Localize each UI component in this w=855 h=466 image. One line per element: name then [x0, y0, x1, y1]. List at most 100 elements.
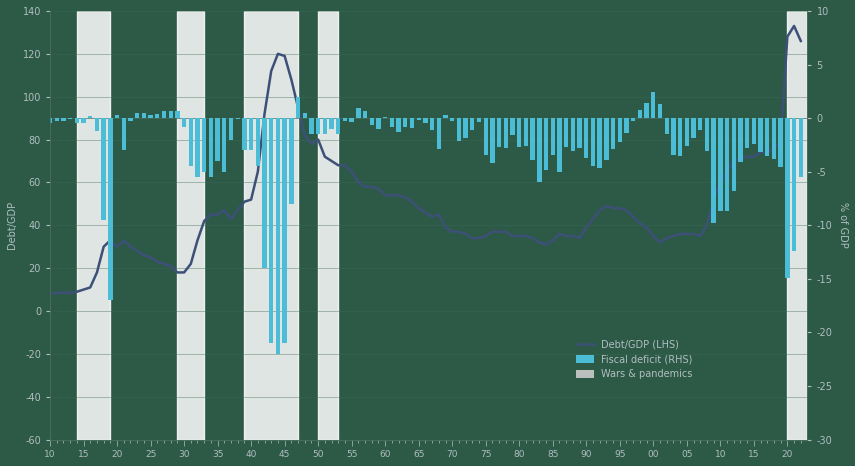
Bar — [544, 118, 548, 170]
Bar — [343, 118, 347, 121]
Bar — [242, 118, 246, 150]
Bar — [269, 118, 274, 343]
Bar — [725, 118, 729, 212]
Bar — [403, 118, 408, 127]
Bar — [195, 118, 200, 177]
Bar — [81, 118, 86, 123]
Bar — [477, 118, 481, 123]
Bar — [209, 118, 213, 177]
Bar — [444, 115, 448, 118]
Bar — [316, 118, 321, 134]
Bar — [175, 110, 180, 118]
Bar — [678, 118, 682, 156]
Bar — [785, 118, 789, 278]
Bar — [779, 118, 783, 167]
Bar — [350, 118, 354, 123]
Bar — [685, 118, 689, 146]
Bar — [517, 118, 522, 147]
Bar — [262, 118, 267, 268]
Bar — [497, 118, 501, 147]
Bar — [215, 118, 220, 161]
Bar — [74, 118, 79, 123]
Bar — [296, 96, 300, 118]
Bar — [577, 118, 581, 148]
Bar — [95, 118, 99, 131]
Bar — [718, 118, 722, 212]
Bar — [551, 118, 555, 155]
Bar — [645, 103, 649, 118]
Bar — [303, 113, 307, 118]
Bar — [463, 118, 468, 138]
Bar — [584, 118, 588, 158]
Bar — [282, 118, 286, 343]
Bar — [155, 114, 159, 118]
Bar — [664, 118, 669, 134]
Bar — [598, 118, 602, 169]
Bar — [289, 118, 293, 204]
Bar — [530, 118, 535, 160]
Bar — [711, 118, 716, 223]
Bar — [638, 110, 642, 118]
Bar — [397, 118, 401, 132]
Bar — [557, 118, 562, 171]
Bar — [657, 104, 662, 118]
Bar — [604, 118, 609, 160]
Bar — [222, 118, 227, 171]
Bar — [490, 118, 494, 163]
Bar — [177, 11, 204, 439]
Bar — [369, 118, 374, 124]
Bar — [484, 118, 488, 155]
Bar — [88, 116, 92, 118]
Bar — [611, 118, 616, 149]
Bar — [162, 110, 166, 118]
Bar — [256, 118, 260, 166]
Bar — [745, 118, 749, 148]
Bar — [457, 118, 461, 141]
Bar — [77, 11, 110, 439]
Bar — [758, 118, 763, 152]
Bar — [450, 118, 454, 121]
Bar — [624, 118, 628, 133]
Bar — [524, 118, 528, 146]
Bar — [55, 118, 59, 121]
Bar — [363, 110, 368, 118]
Bar — [423, 118, 428, 123]
Bar — [115, 115, 119, 118]
Bar — [142, 113, 146, 118]
Bar — [48, 118, 52, 123]
Bar — [383, 117, 387, 118]
Bar — [62, 118, 66, 121]
Bar — [692, 118, 696, 138]
Y-axis label: Debt/GDP: Debt/GDP — [7, 201, 17, 249]
Bar — [537, 118, 541, 182]
Bar — [357, 109, 361, 118]
Legend: Debt/GDP (LHS), Fiscal deficit (RHS), Wars & pandemics: Debt/GDP (LHS), Fiscal deficit (RHS), Wa… — [572, 336, 697, 384]
Bar — [202, 118, 206, 171]
Bar — [310, 118, 314, 134]
Bar — [149, 115, 153, 118]
Bar — [738, 118, 743, 162]
Bar — [430, 118, 434, 130]
Bar — [510, 118, 515, 135]
Bar — [109, 118, 113, 300]
Bar — [182, 118, 186, 127]
Bar — [437, 118, 441, 149]
Bar — [390, 118, 394, 127]
Bar — [470, 118, 475, 130]
Bar — [752, 118, 756, 144]
Bar — [705, 118, 709, 151]
Bar — [792, 118, 796, 251]
Bar — [376, 118, 380, 129]
Bar — [698, 118, 703, 130]
Bar — [135, 113, 139, 118]
Bar — [787, 11, 807, 439]
Bar — [318, 11, 339, 439]
Bar — [652, 92, 656, 118]
Bar — [121, 118, 126, 150]
Bar — [671, 118, 675, 155]
Bar — [732, 118, 736, 191]
Bar — [168, 110, 173, 118]
Y-axis label: % of GDP: % of GDP — [838, 202, 848, 248]
Bar — [102, 118, 106, 220]
Bar — [336, 118, 340, 134]
